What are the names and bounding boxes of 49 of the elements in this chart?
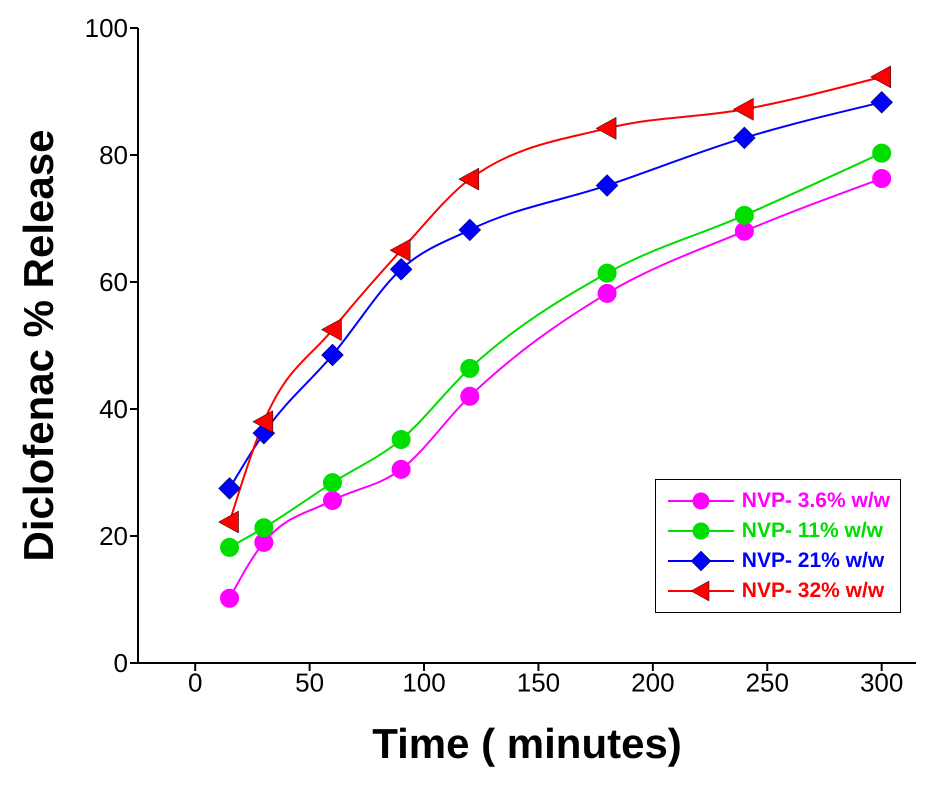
x-tick-label: 0 (188, 667, 202, 698)
y-tick-label: 100 (84, 13, 128, 44)
point (390, 258, 412, 281)
point (392, 430, 411, 449)
point (220, 538, 240, 557)
y-tick-label: 0 (114, 648, 128, 678)
point (323, 473, 342, 492)
x-tick-label: 100 (402, 667, 446, 698)
x-tick-label: 200 (631, 667, 675, 698)
point (460, 358, 480, 378)
y-tick-label: 20 (99, 521, 128, 552)
point (734, 222, 754, 241)
point (458, 218, 482, 242)
point (870, 66, 891, 88)
legend-label: NVP- 3.6% w/w (742, 489, 890, 513)
y-axis-title: Diclofenac % Release (14, 130, 62, 562)
point (872, 144, 892, 163)
point (218, 477, 241, 500)
point (598, 264, 617, 283)
point (252, 410, 274, 433)
x-tick-label: 250 (746, 667, 789, 698)
point (392, 460, 411, 479)
point (460, 386, 480, 406)
legend-label: NVP- 32% w/w (742, 579, 884, 603)
point (218, 510, 239, 534)
point (733, 98, 754, 121)
point (870, 91, 893, 114)
x-tick-label: 150 (516, 667, 560, 698)
x-tick-label: 50 (295, 667, 324, 698)
point (598, 284, 617, 303)
point (734, 206, 754, 225)
y-tick-label: 80 (99, 140, 128, 170)
point (220, 588, 240, 608)
point (733, 126, 756, 150)
legend-label: NVP- 21% w/w (742, 549, 884, 573)
point (321, 344, 344, 366)
point (458, 168, 480, 190)
x-axis-title: Time ( minutes) (372, 720, 682, 767)
point (596, 117, 616, 140)
point (872, 168, 892, 188)
point (323, 490, 342, 510)
point (390, 239, 410, 262)
y-tick-label: 40 (99, 394, 128, 424)
x-tick-label: 300 (860, 667, 904, 698)
point (254, 518, 274, 538)
legend-label: NVP- 11% w/w (742, 519, 883, 543)
y-tick-label: 60 (99, 267, 128, 298)
point (321, 318, 342, 341)
point (596, 174, 618, 197)
